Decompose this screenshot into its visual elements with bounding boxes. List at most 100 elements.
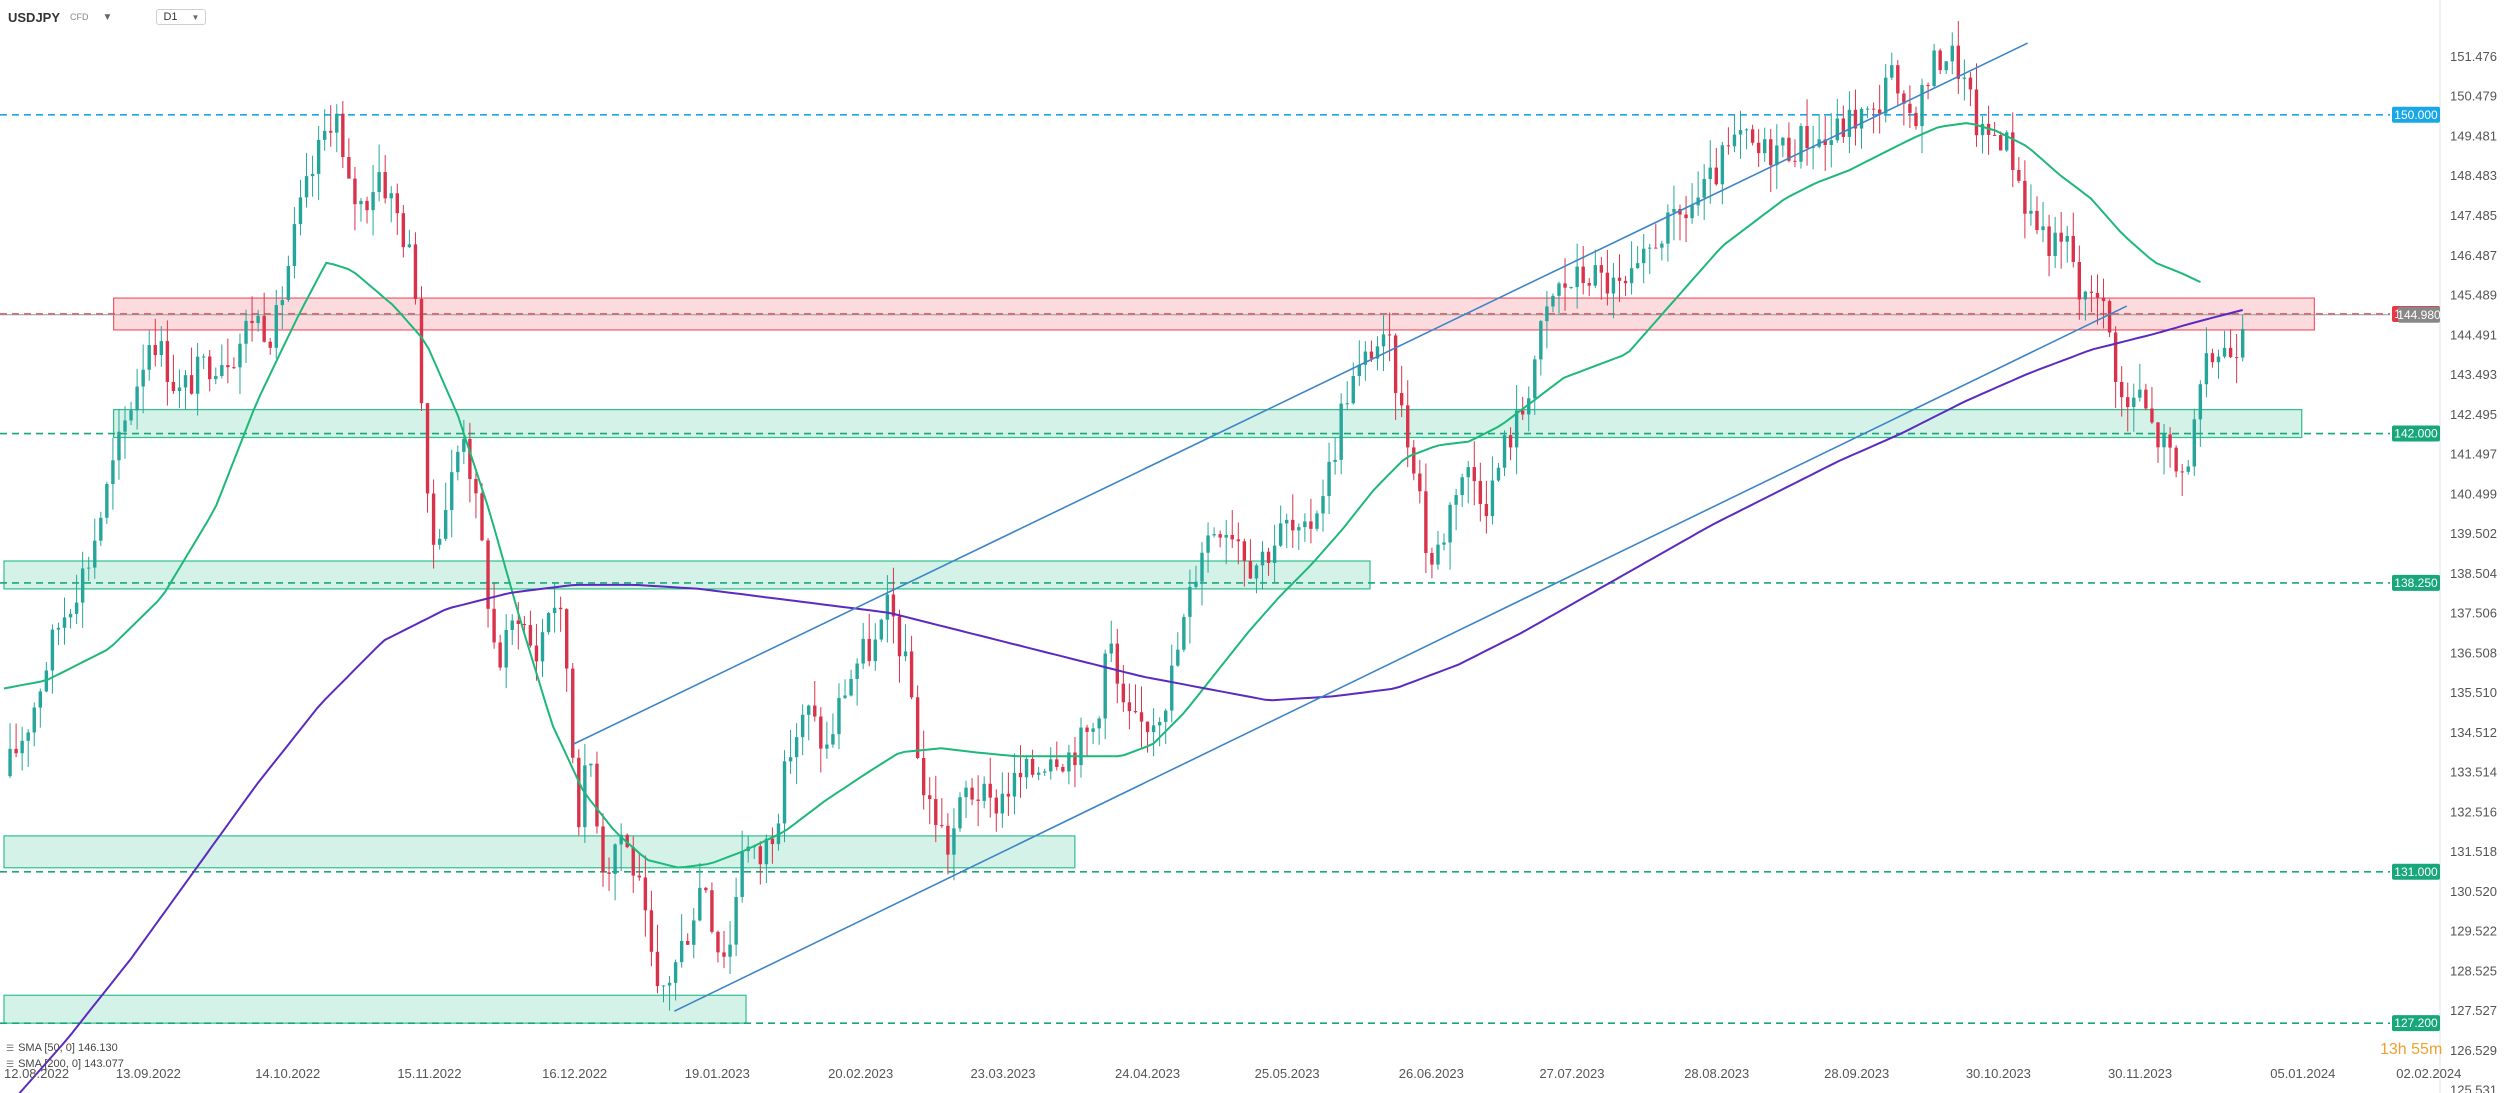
candle <box>577 757 581 828</box>
candle <box>2011 132 2015 170</box>
candle <box>1672 208 1676 213</box>
candle <box>2228 347 2233 358</box>
candle <box>304 176 309 198</box>
y-tick-label: 132.516 <box>2450 804 2497 819</box>
candle <box>425 403 430 494</box>
legend-sma200[interactable]: ☰ SMA [200, 0] 143.077 <box>6 1056 124 1072</box>
candle <box>1496 467 1501 481</box>
candle <box>1260 551 1265 566</box>
candle <box>62 617 67 628</box>
candle <box>117 431 121 461</box>
candle <box>208 356 212 380</box>
candle <box>540 632 545 662</box>
candle <box>1351 375 1355 404</box>
symbol-dropdown-icon[interactable]: ▼ <box>102 11 113 23</box>
candle <box>1339 403 1343 460</box>
candle <box>1726 145 1731 147</box>
candle <box>171 381 176 392</box>
candle <box>686 941 690 945</box>
candle <box>183 375 188 388</box>
candle <box>952 828 956 855</box>
candle <box>1115 643 1119 684</box>
candle <box>1109 643 1113 654</box>
candle <box>522 623 527 626</box>
candle <box>1036 772 1041 775</box>
candle <box>1629 268 1634 284</box>
candle <box>1266 551 1271 563</box>
candle <box>1551 295 1555 307</box>
candle <box>970 787 974 800</box>
candle <box>195 356 200 394</box>
candle <box>1533 359 1537 399</box>
candle <box>413 244 418 300</box>
candle <box>1345 403 1349 405</box>
candle <box>679 941 684 963</box>
y-tick-label: 144.491 <box>2450 327 2497 342</box>
candle <box>1139 712 1144 722</box>
candle <box>377 172 381 193</box>
candle <box>1623 280 1628 284</box>
candle <box>710 890 714 932</box>
candle <box>322 130 327 140</box>
candle <box>2023 180 2027 214</box>
candle <box>250 320 254 324</box>
x-tick-label: 27.07.2023 <box>1539 1066 1604 1081</box>
symbol-name[interactable]: USDJPY <box>8 9 61 25</box>
candle <box>637 875 642 878</box>
candle <box>1285 519 1289 524</box>
candle <box>1896 65 1900 94</box>
candle <box>946 825 950 855</box>
candle <box>1545 306 1549 322</box>
timeframe-select[interactable]: D1 ▼ <box>156 9 207 25</box>
y-tick-label: 134.512 <box>2450 725 2497 740</box>
candle <box>226 365 230 368</box>
indicator-settings-icon[interactable]: ☰ <box>6 1059 15 1069</box>
y-tick-label: 141.497 <box>2450 447 2497 462</box>
level-tag <box>2392 863 2440 880</box>
candle <box>147 345 151 370</box>
indicator-settings-icon[interactable]: ☰ <box>6 1043 15 1053</box>
candle <box>770 838 775 845</box>
candle <box>1738 129 1743 135</box>
y-tick-label: 125.531 <box>2450 1083 2497 1093</box>
candle <box>1539 321 1543 360</box>
candle <box>353 178 357 205</box>
candle <box>613 844 617 874</box>
candle <box>2240 328 2245 358</box>
level-tag-label: 127.200 <box>2394 1016 2438 1030</box>
legend-sma50[interactable]: ☰ SMA [50, 0] 146.130 <box>6 1040 124 1056</box>
candle <box>123 420 127 432</box>
candle <box>2138 389 2142 398</box>
candle <box>722 952 726 957</box>
candle <box>1297 527 1301 531</box>
candle <box>1430 553 1434 565</box>
candle <box>1841 118 1846 137</box>
candle <box>589 763 593 766</box>
candle <box>486 540 490 609</box>
candle <box>141 369 145 387</box>
candle <box>1006 793 1011 797</box>
candle <box>1914 112 1918 127</box>
candle <box>1309 521 1313 529</box>
candle <box>601 826 605 873</box>
candle <box>1859 108 1864 129</box>
y-tick-label: 150.479 <box>2450 89 2497 104</box>
candle <box>347 157 351 179</box>
candle <box>831 734 835 745</box>
candle <box>1575 266 1579 288</box>
candle <box>1702 178 1706 198</box>
candle <box>692 920 696 945</box>
candle <box>2234 357 2239 359</box>
candle <box>1375 346 1380 359</box>
candle <box>655 951 660 987</box>
candle <box>1369 351 1374 359</box>
y-tick-label: 139.502 <box>2450 526 2497 541</box>
candle <box>268 341 272 348</box>
x-tick-label: 24.04.2023 <box>1115 1066 1180 1081</box>
candle <box>1714 167 1718 185</box>
y-tick-label: 126.529 <box>2450 1043 2497 1058</box>
support-zone-138 <box>3 560 1371 590</box>
candle <box>280 299 285 306</box>
candle <box>2222 347 2227 357</box>
